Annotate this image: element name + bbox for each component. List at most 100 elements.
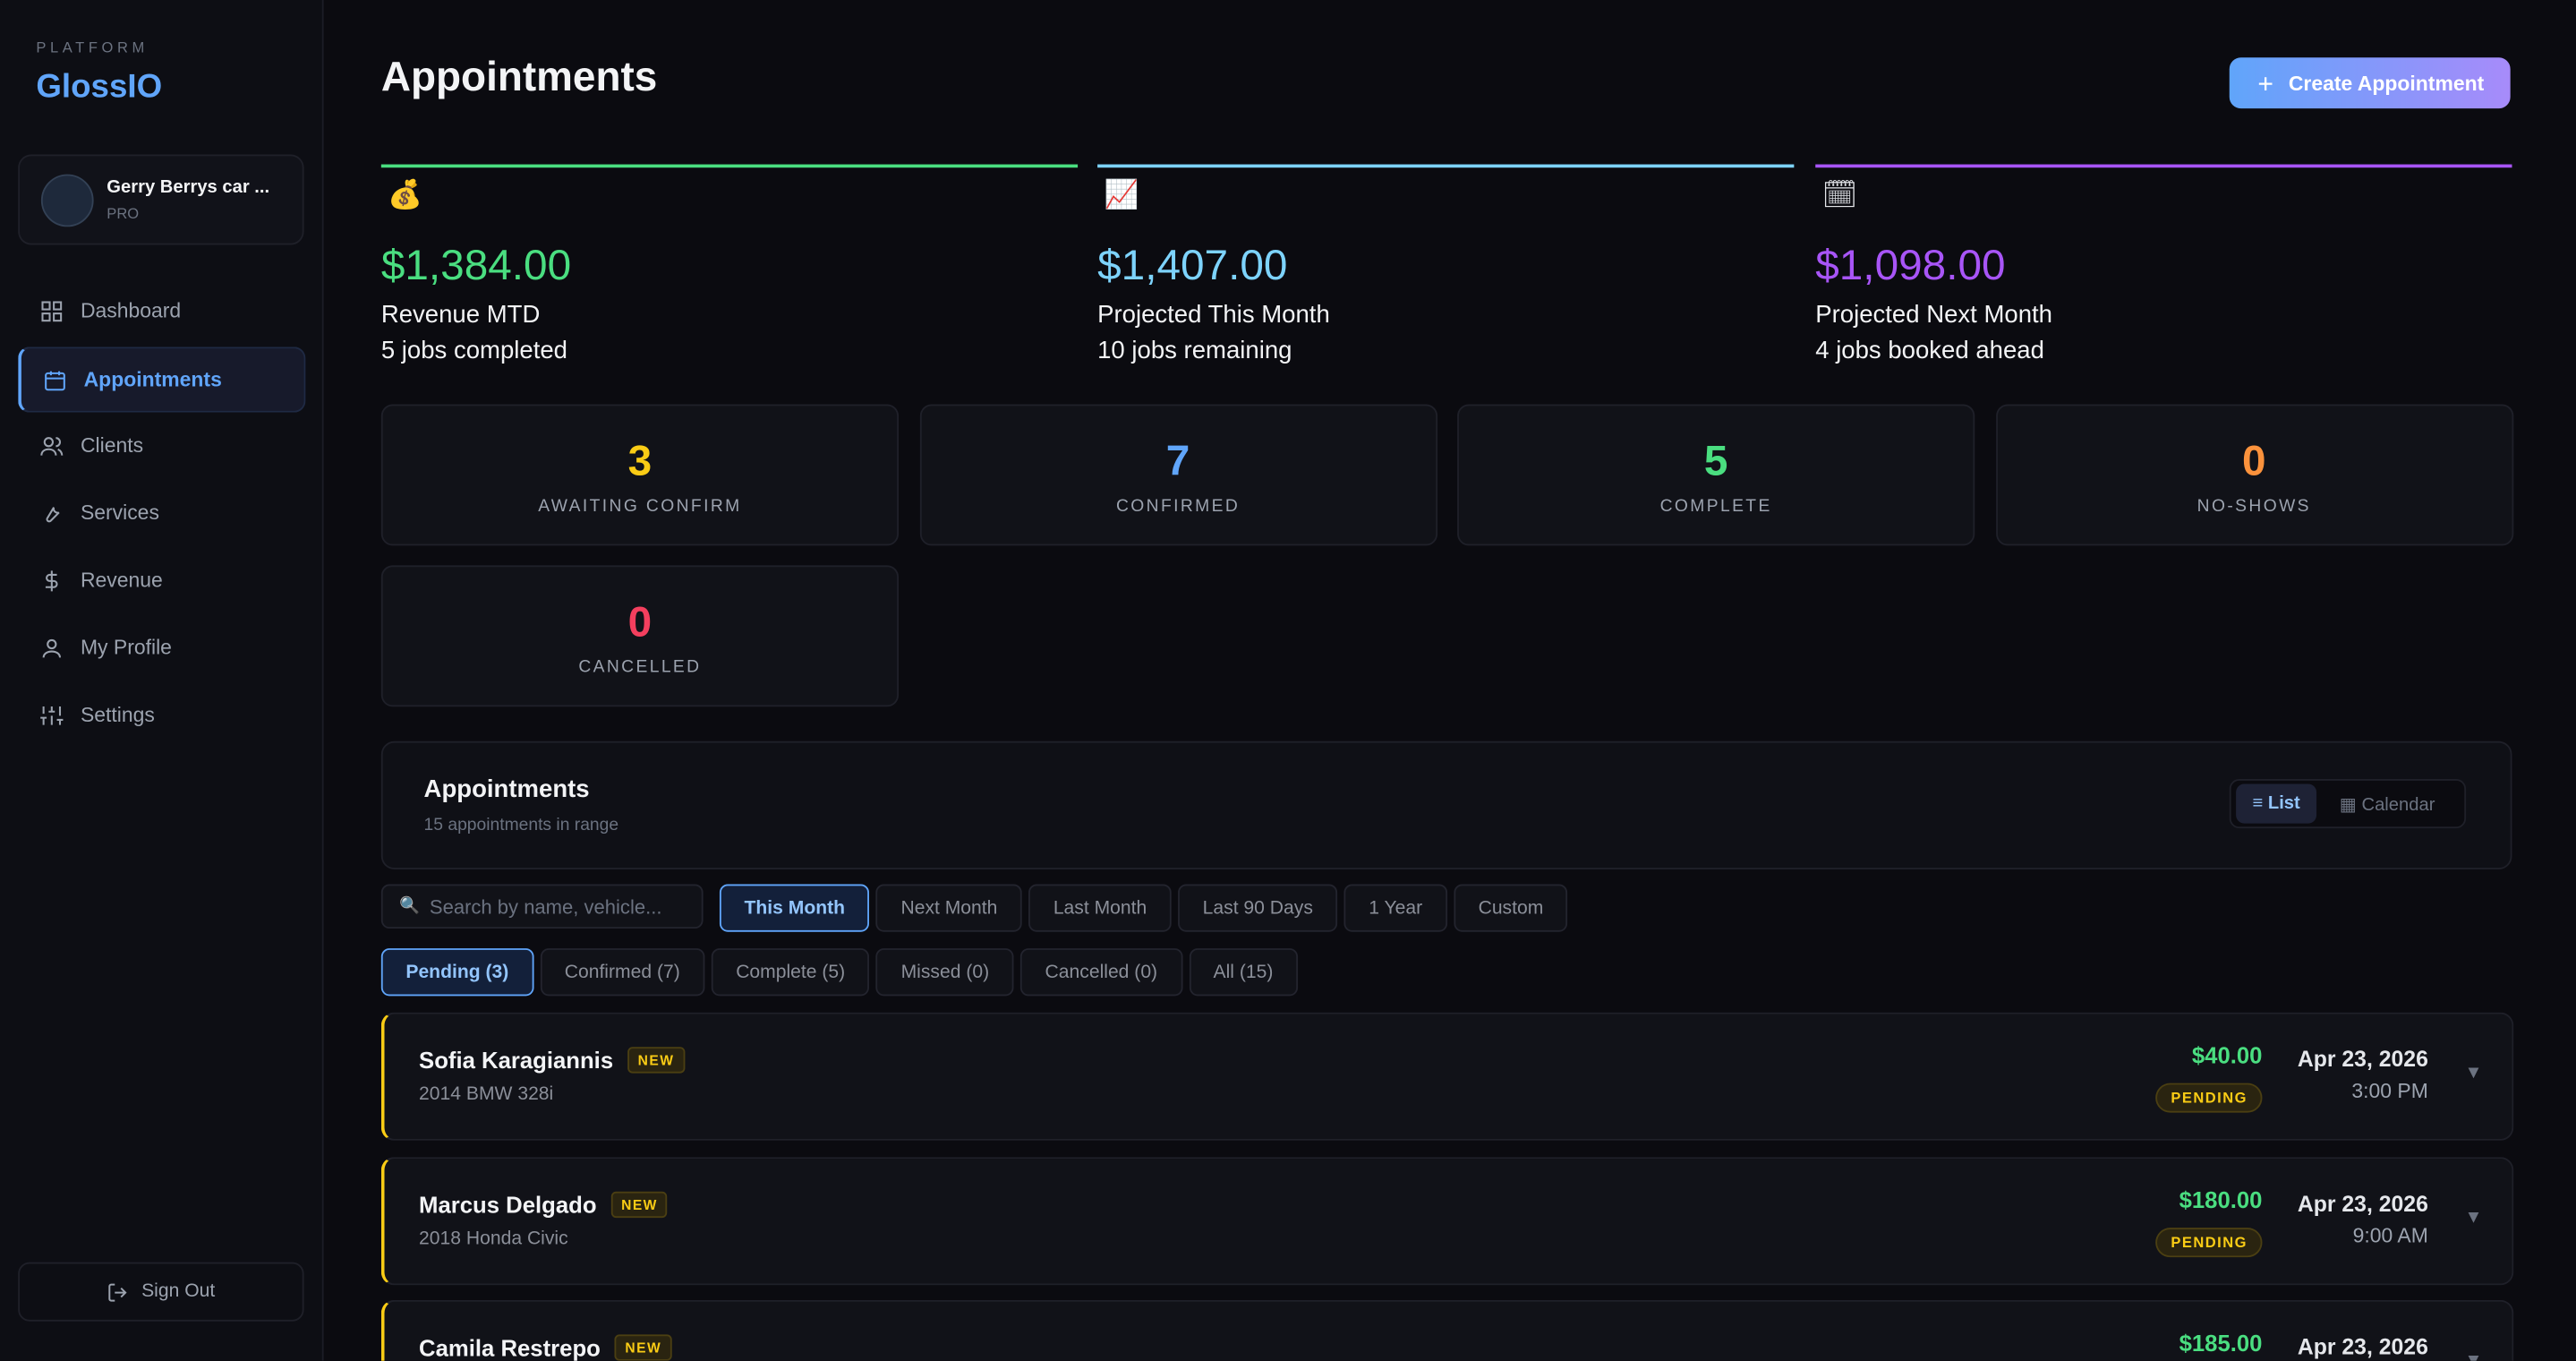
time: 3:00 PM	[2351, 1079, 2428, 1103]
appointment-name-row: Sofia Karagiannis NEW	[419, 1047, 685, 1074]
avatar	[40, 174, 94, 227]
summary-icon: 📈	[1104, 179, 1139, 210]
nav-label: My Profile	[80, 636, 172, 660]
expand-chevron[interactable]: ▼	[2464, 1351, 2482, 1361]
status-row: Pending (3) Confirmed (7) Complete (5) Miss…	[380, 948, 1298, 997]
status-chip[interactable]: Confirmed (7)	[540, 948, 705, 997]
vehicle: 2014 BMW 328i	[419, 1084, 554, 1105]
status-card: 3 AWAITING CONFIRM	[380, 404, 900, 546]
range-chip[interactable]: Next Month	[875, 884, 1022, 932]
nav-label: Settings	[80, 703, 155, 727]
range-chip[interactable]: This Month	[719, 884, 870, 932]
view-calendar[interactable]: ▦ Calendar	[2339, 794, 2435, 815]
client-name: Marcus Delgado	[419, 1190, 597, 1218]
client-name: Sofia Karagiannis	[419, 1047, 614, 1074]
summary-card: 🗓 $1,098.00 Projected Next Month 4 jobs boo…	[1815, 164, 2512, 370]
appointment-card[interactable]: Sofia Karagiannis NEW 2014 BMW 328i $40.00 P…	[380, 1012, 2514, 1141]
nav-item[interactable]: Clients	[18, 415, 301, 477]
price: $40.00	[2191, 1041, 2263, 1069]
status-label: COMPLETE	[1659, 496, 1772, 517]
nav-item[interactable]: Settings	[18, 684, 301, 747]
range-chip[interactable]: Custom	[1454, 884, 1568, 932]
price: $180.00	[2179, 1186, 2263, 1212]
brand: GlossIO	[36, 69, 163, 106]
summary-icon: 💰	[388, 179, 423, 210]
view-list[interactable]: ≡ List	[2236, 783, 2317, 824]
nav-item[interactable]: Dashboard	[18, 279, 301, 342]
sign-out[interactable]: Sign Out	[18, 1262, 304, 1322]
summary-detail: 5 jobs completed	[380, 337, 567, 365]
status-count: 0	[627, 596, 653, 646]
new-badge: NEW	[615, 1334, 672, 1361]
create-button[interactable]: Create Appointment	[2229, 57, 2511, 109]
status-count: 0	[2242, 435, 2266, 485]
nav-label: Clients	[80, 433, 144, 458]
account-name: Gerry Berrys car ...	[107, 177, 270, 198]
status-chip[interactable]: All (15)	[1188, 948, 1298, 997]
nav-item[interactable]: Revenue	[18, 549, 301, 612]
accent-bar	[1097, 164, 1795, 168]
status-count: 7	[1165, 435, 1190, 485]
range-chip[interactable]: Last 90 Days	[1178, 884, 1338, 932]
sidebar: PLATFORM GlossIO Gerry Berrys car ... PR…	[0, 0, 324, 1361]
date: Apr 23, 2026	[2297, 1047, 2428, 1072]
range-chip[interactable]: Last Month	[1028, 884, 1172, 932]
nav-label: Services	[80, 501, 159, 525]
summary-card: 💰 $1,384.00 Revenue MTD 5 jobs completed	[380, 164, 1079, 370]
summary-card: 📈 $1,407.00 Projected This Month 10 jobs re…	[1097, 164, 1795, 370]
list-panel: Appointments 15 appointments in range ≡ …	[380, 740, 2512, 869]
page-title: Appointments	[380, 54, 658, 100]
expand-chevron[interactable]: ▼	[2464, 1063, 2483, 1083]
status-count: 5	[1703, 435, 1728, 485]
status-card: 7 CONFIRMED	[918, 404, 1437, 546]
range-row: 🔍 Search by name, vehicle... This Month Ne…	[380, 884, 1568, 932]
search[interactable]: 🔍 Search by name, vehicle...	[380, 884, 704, 929]
new-badge: NEW	[627, 1047, 685, 1074]
summary-detail: 10 jobs remaining	[1097, 337, 1292, 365]
price: $185.00	[2179, 1329, 2263, 1357]
summary-amount: $1,407.00	[1097, 239, 1288, 290]
summary-icon: 🗓	[1821, 179, 1858, 210]
nav-item[interactable]: Services	[18, 482, 301, 544]
status-chip[interactable]: Pending (3)	[380, 948, 533, 997]
vehicle: 2018 Honda Civic	[419, 1228, 568, 1249]
account-card[interactable]: Gerry Berrys car ... PRO	[18, 154, 304, 245]
accent-bar	[380, 164, 1079, 168]
nav-item[interactable]: Appointments	[18, 347, 306, 413]
status-label: AWAITING CONFIRM	[538, 496, 742, 517]
summary-detail: 4 jobs booked ahead	[1815, 337, 2044, 365]
create-label: Create Appointment	[2288, 71, 2485, 95]
status-pill: PENDING	[2155, 1227, 2263, 1257]
nav-label: Dashboard	[80, 299, 182, 322]
status-card: 5 COMPLETE	[1457, 404, 1975, 546]
summary-label: Revenue MTD	[380, 300, 541, 330]
status-label: NO-SHOWS	[2196, 496, 2311, 517]
appointment-card[interactable]: Camila Restrepo NEW $185.00 Apr 23, 2026 ▼	[380, 1299, 2514, 1361]
status-label: CONFIRMED	[1115, 496, 1241, 517]
date: Apr 23, 2026	[2297, 1190, 2428, 1216]
appointment-card[interactable]: Marcus Delgado NEW 2018 Honda Civic $180.00…	[380, 1156, 2514, 1285]
status-label: CANCELLED	[578, 657, 702, 678]
expand-chevron[interactable]: ▼	[2464, 1207, 2483, 1228]
summary-label: Projected Next Month	[1815, 300, 2052, 330]
sign-out-label: Sign Out	[141, 1281, 216, 1302]
status-chip[interactable]: Cancelled (0)	[1020, 948, 1182, 997]
new-badge: NEW	[611, 1190, 668, 1218]
search-placeholder: Search by name, vehicle...	[429, 894, 662, 919]
status-pill: PENDING	[2155, 1083, 2263, 1113]
status-chip[interactable]: Missed (0)	[876, 948, 1014, 997]
date: Apr 23, 2026	[2297, 1334, 2428, 1359]
nav-item[interactable]: My Profile	[18, 616, 301, 679]
status-card: 0 NO-SHOWS	[1995, 404, 2513, 546]
range-chip[interactable]: 1 Year	[1343, 884, 1447, 932]
list-title: Appointments	[423, 775, 590, 804]
client-name: Camila Restrepo	[419, 1334, 601, 1361]
status-count: 3	[627, 435, 653, 485]
account-plan: PRO	[107, 205, 140, 222]
time: 9:00 AM	[2352, 1223, 2428, 1247]
accent-bar	[1815, 164, 2512, 168]
view-toggle: ≡ List ▦ Calendar	[2229, 779, 2467, 829]
status-chip[interactable]: Complete (5)	[711, 948, 870, 997]
